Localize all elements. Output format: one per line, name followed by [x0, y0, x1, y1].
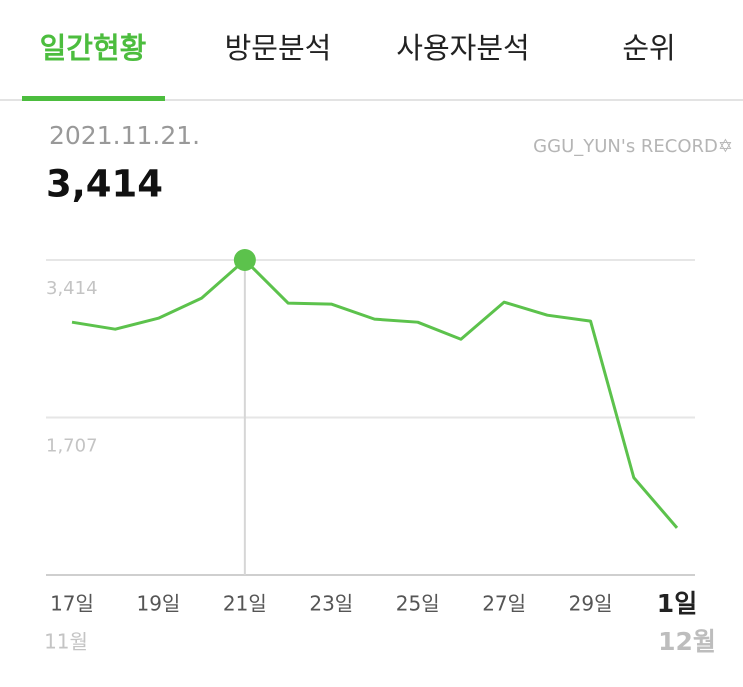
- selected-date: 2021.11.21.: [49, 121, 200, 150]
- y-tick-label: 1,707: [46, 436, 98, 457]
- tab[interactable]: 방문분석: [225, 31, 332, 65]
- highlight-point: [233, 249, 256, 271]
- line-series: [71, 258, 679, 529]
- month-label: 12월: [658, 627, 716, 656]
- tab[interactable]: 순위: [622, 31, 675, 65]
- selected-value: 3,414: [46, 163, 163, 206]
- watermark: GGU_YUN's RECORD✡: [533, 136, 733, 157]
- tab[interactable]: 사용자분석: [396, 31, 529, 65]
- active-tab-indicator: [22, 96, 165, 101]
- y-tick-label: 3,414: [46, 278, 98, 299]
- x-tick-label: 23일: [309, 592, 353, 616]
- x-tick-label: 29일: [569, 592, 613, 616]
- x-tick-label: 21일: [223, 592, 267, 616]
- x-tick-label: 17일: [50, 592, 94, 616]
- x-tick-label: 27일: [482, 592, 526, 616]
- x-tick-label: 1일: [657, 589, 697, 618]
- x-tick-label: 19일: [136, 592, 180, 616]
- x-tick-label: 25일: [396, 592, 440, 616]
- tab[interactable]: 일간현황: [40, 31, 147, 65]
- month-label: 11월: [44, 630, 88, 654]
